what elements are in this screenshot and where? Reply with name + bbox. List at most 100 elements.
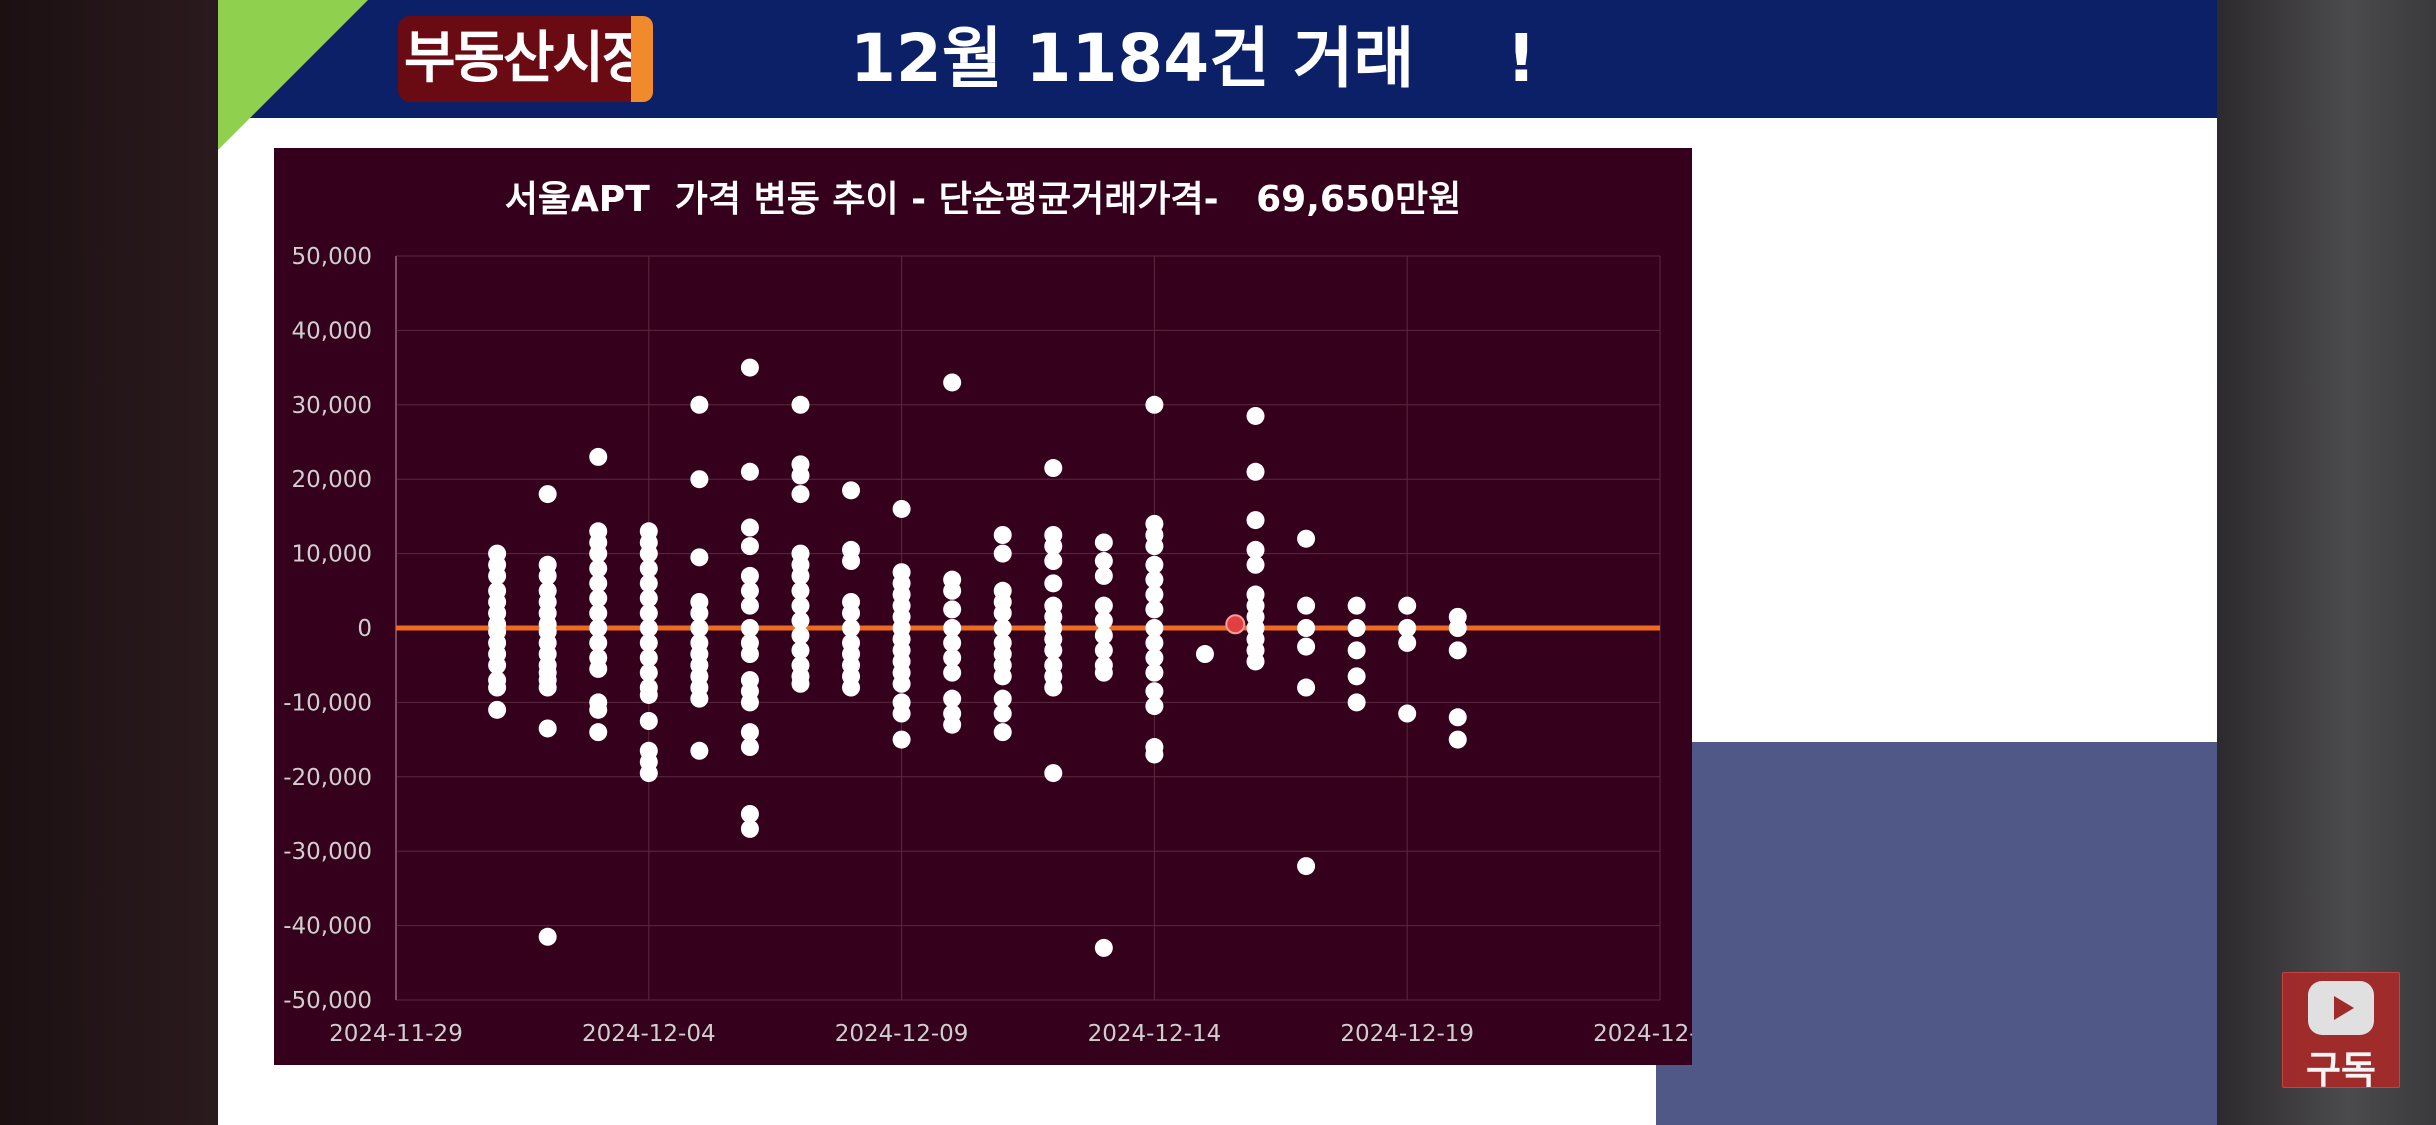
data-point	[589, 659, 608, 678]
data-point	[1094, 533, 1113, 552]
data-point	[1145, 697, 1164, 716]
y-tick-label: 40,000	[292, 318, 372, 344]
y-tick-label: 10,000	[292, 542, 372, 568]
data-point	[1195, 645, 1214, 664]
data-point	[1448, 619, 1467, 637]
data-point	[538, 719, 557, 738]
data-point	[690, 470, 709, 489]
decorative-block	[1656, 742, 2217, 1125]
data-point	[639, 589, 658, 608]
scatter-chart: 50,000 40,000 30,000 20,000 10,000 0 -10,000 -2…	[283, 244, 1692, 1047]
data-point	[943, 633, 962, 652]
data-point	[589, 447, 608, 466]
data-point	[993, 604, 1012, 623]
data-point	[1044, 764, 1063, 783]
data-point	[1347, 641, 1366, 660]
data-point	[1145, 745, 1164, 764]
data-point	[740, 581, 759, 600]
data-point	[1246, 555, 1265, 574]
data-point	[1094, 611, 1113, 630]
data-point	[892, 499, 911, 518]
data-point	[791, 466, 810, 485]
data-point	[791, 581, 810, 600]
data-point	[1145, 537, 1164, 556]
data-point	[1398, 596, 1417, 615]
data-point	[740, 619, 759, 637]
data-point	[740, 805, 759, 823]
x-tick-label: 2024-12-09	[835, 1021, 969, 1047]
x-tick-label: 2024-11-29	[329, 1021, 463, 1047]
data-point	[1246, 652, 1265, 671]
data-point	[993, 723, 1012, 742]
data-point	[1297, 678, 1316, 697]
data-point	[538, 485, 557, 504]
data-point	[1094, 552, 1113, 571]
data-point	[1145, 663, 1164, 682]
x-tick-label: 2024-12-04	[582, 1021, 716, 1047]
data-point	[1044, 678, 1063, 697]
data-point	[740, 738, 759, 757]
data-point	[639, 648, 658, 667]
data-point	[1297, 637, 1316, 656]
data-point	[791, 611, 810, 630]
data-point	[740, 358, 759, 377]
data-point	[690, 741, 709, 760]
data-point	[1145, 648, 1164, 667]
data-point	[639, 764, 658, 783]
data-point	[993, 619, 1012, 637]
y-tick-label: -20,000	[283, 765, 372, 791]
subscribe-button[interactable]: 구독	[2282, 972, 2400, 1092]
data-point	[943, 373, 962, 392]
y-tick-label: 50,000	[292, 244, 372, 270]
highlight-point	[1225, 614, 1246, 635]
data-point	[791, 596, 810, 615]
data-point	[488, 700, 507, 719]
data-point	[589, 700, 608, 719]
data-point	[842, 678, 861, 697]
data-point	[589, 574, 608, 593]
chart-title: 서울APT 가격 변동 추이 - 단순평균거래가격- 69,650만원	[504, 179, 1462, 220]
x-tick-label: 2024-12-14	[1088, 1021, 1222, 1047]
data-point	[791, 395, 810, 414]
data-point	[538, 678, 557, 697]
data-point	[740, 596, 759, 615]
data-point	[690, 619, 709, 637]
data-point	[1044, 641, 1063, 660]
data-point	[1044, 574, 1063, 593]
data-point	[943, 689, 962, 708]
play-icon	[2308, 981, 2374, 1035]
data-point	[690, 689, 709, 708]
data-point	[639, 663, 658, 682]
data-point	[791, 674, 810, 693]
data-point	[639, 574, 658, 593]
y-tick-label: 30,000	[292, 393, 372, 419]
data-point	[1044, 537, 1063, 556]
y-tick-label: -30,000	[283, 839, 372, 865]
data-point	[993, 689, 1012, 708]
data-point	[1145, 555, 1164, 574]
data-point	[740, 462, 759, 481]
data-point	[538, 927, 557, 946]
data-point	[589, 723, 608, 742]
data-point	[1094, 566, 1113, 585]
category-tag: 부동산시장	[398, 16, 654, 102]
y-tick-label: -40,000	[283, 914, 372, 940]
data-point	[993, 667, 1012, 686]
data-point	[1246, 406, 1265, 425]
y-tick-label: -10,000	[283, 690, 372, 716]
data-point	[589, 633, 608, 652]
data-point	[1145, 395, 1164, 414]
data-point	[1347, 693, 1366, 712]
data-point	[1398, 704, 1417, 723]
data-point	[842, 481, 861, 500]
data-point	[1094, 626, 1113, 645]
category-tag-label: 부동산시장	[404, 26, 654, 91]
data-point	[1297, 619, 1316, 637]
data-point	[639, 559, 658, 578]
data-point	[690, 604, 709, 623]
data-point	[943, 619, 962, 637]
data-point	[892, 704, 911, 723]
data-point	[1398, 619, 1417, 637]
video-right-edge	[2217, 0, 2436, 1125]
data-point	[488, 566, 507, 585]
